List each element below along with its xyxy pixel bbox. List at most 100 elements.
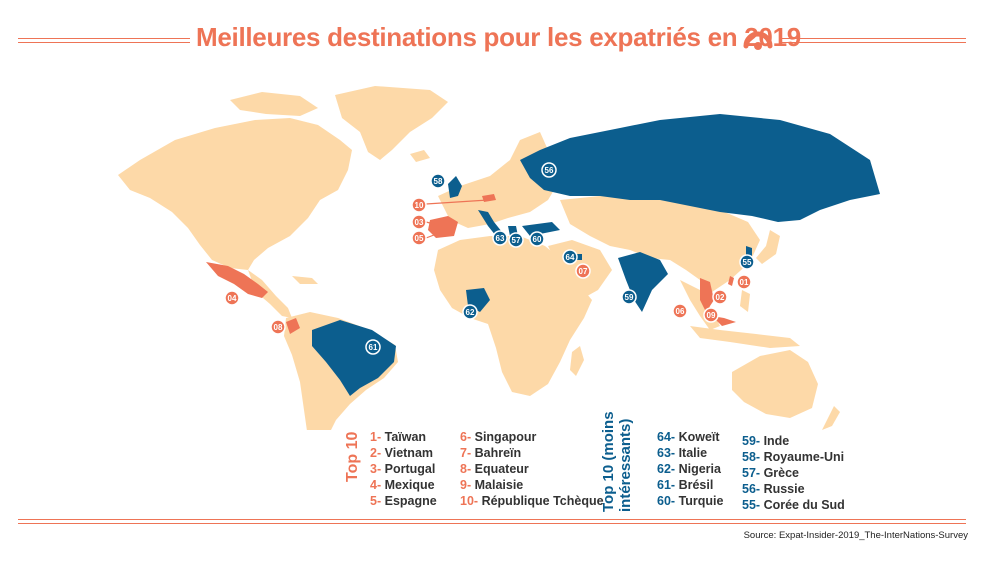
- country-mexico: [206, 262, 268, 298]
- svg-text:08: 08: [274, 323, 283, 332]
- marker-55: 55: [739, 254, 755, 270]
- title-row: Meilleures destinations pour les expatri…: [0, 18, 990, 62]
- country-brazil: [312, 320, 396, 396]
- country-italy: [478, 210, 502, 236]
- country-turkey: [522, 222, 560, 236]
- world-map: 01 02 03 04 05 06 07 08 09 10 55 56 57 5…: [118, 86, 880, 430]
- land-iceland: [410, 150, 430, 162]
- land-madagascar: [570, 346, 584, 376]
- marker-04: 04: [224, 290, 240, 306]
- land-asia: [560, 190, 760, 292]
- country-malaysia: [712, 316, 736, 326]
- svg-text:02: 02: [716, 293, 725, 302]
- land-new-zealand: [822, 406, 840, 430]
- top10-label: Top 10: [344, 431, 361, 482]
- marker-06: 06: [672, 303, 688, 319]
- legend-row: 8- Equateur: [460, 462, 529, 476]
- land-central-america: [248, 270, 292, 318]
- legend-row: 2- Vietnam: [370, 446, 434, 460]
- legend-row: 60- Turquie: [657, 494, 724, 508]
- marker-61: 61: [365, 339, 381, 355]
- legend-row: 63- Italie: [657, 446, 708, 460]
- marker-64: 64: [562, 249, 578, 265]
- marker-02: 02: [712, 289, 728, 305]
- land-japan: [756, 230, 780, 264]
- svg-text:64: 64: [566, 253, 575, 262]
- svg-text:01: 01: [740, 278, 749, 287]
- top10-col1: 1- Taïwan 2- Vietnam 3- Portugal 4- Mexi…: [370, 429, 437, 509]
- land-australia: [732, 350, 818, 418]
- bottom10-col1: 64- Koweït 63- Italie 62- Nigeria 61- Br…: [657, 429, 723, 509]
- country-spain-portugal: [428, 216, 458, 238]
- connector-lines: [425, 199, 489, 239]
- country-taiwan: [728, 276, 734, 286]
- land-north-america: [118, 118, 352, 270]
- country-russia: [520, 114, 880, 222]
- marker-08: 08: [270, 319, 286, 335]
- country-uk: [448, 176, 462, 198]
- marker-59: 59: [621, 289, 637, 305]
- legend-row: 9- Malaisie: [460, 478, 524, 492]
- legend-row: 55- Corée du Sud: [742, 498, 845, 512]
- legend-row: 7- Bahreïn: [460, 446, 522, 460]
- bottom10-col2: 59- Inde 58- Royaume-Uni 57- Grèce 56- R…: [742, 433, 845, 513]
- svg-text:09: 09: [707, 311, 716, 320]
- country-vietnam: [700, 278, 714, 312]
- country-ecuador: [286, 318, 300, 334]
- legend-row: 58- Royaume-Uni: [742, 450, 845, 464]
- svg-text:60: 60: [533, 235, 542, 244]
- marker-58: 58: [430, 173, 446, 189]
- marker-05: 05: [411, 230, 427, 246]
- svg-text:58: 58: [434, 177, 443, 186]
- svg-text:59: 59: [625, 293, 634, 302]
- legend-row: 1- Taïwan: [370, 430, 427, 444]
- page-title: Meilleures destinations pour les expatri…: [196, 22, 801, 52]
- title-right-rule: [782, 38, 966, 43]
- legend-row: 6- Singapour: [460, 430, 537, 444]
- svg-text:07: 07: [579, 267, 588, 276]
- legend-row: 61- Brésil: [657, 478, 714, 492]
- svg-text:57: 57: [512, 236, 521, 245]
- svg-text:56: 56: [545, 166, 554, 175]
- land-caribbean: [292, 276, 318, 284]
- marker-01: 01: [736, 274, 752, 290]
- svg-text:55: 55: [743, 258, 752, 267]
- land-greenland: [335, 86, 448, 160]
- bottom10-countries: [312, 114, 880, 396]
- legend-row: 3- Portugal: [370, 462, 436, 476]
- brand-logo-icon: [743, 31, 773, 50]
- marker-63: 63: [492, 230, 508, 246]
- source-note: Source: Expat-Insider-2019_The-InterNati…: [743, 530, 968, 541]
- top10-countries: [206, 194, 736, 334]
- marker-56: 56: [541, 162, 557, 178]
- land-philippines: [740, 290, 750, 312]
- legend-row: 59- Inde: [742, 434, 790, 448]
- marker-03: 03: [411, 214, 427, 230]
- legend-row: 64- Koweït: [657, 430, 720, 444]
- bottom10-label: Top 10 (moins intéressants): [600, 411, 634, 512]
- marker-62: 62: [462, 304, 478, 320]
- legend-row: 10- République Tchèque: [460, 494, 604, 508]
- marker-07: 07: [575, 263, 591, 279]
- bottom-rule: [18, 519, 966, 524]
- legend-row: 5- Espagne: [370, 494, 437, 508]
- marker-09: 09: [703, 307, 719, 323]
- land-africa: [434, 236, 592, 396]
- svg-text:63: 63: [496, 234, 505, 243]
- marker-10: 10: [411, 197, 427, 213]
- legend-row: 57- Grèce: [742, 466, 800, 480]
- legend-row: 62- Nigeria: [657, 462, 721, 476]
- marker-60: 60: [529, 231, 545, 247]
- svg-text:06: 06: [676, 307, 685, 316]
- land-arctic-islands: [230, 92, 318, 116]
- svg-text:03: 03: [415, 218, 424, 227]
- title-left-rule: [18, 38, 190, 43]
- top10-col2: 6- Singapour 7- Bahreïn 8- Equateur 9- M…: [460, 429, 604, 509]
- svg-text:05: 05: [415, 234, 424, 243]
- legend-row: 4- Mexique: [370, 478, 435, 492]
- svg-text:10: 10: [415, 201, 424, 210]
- land-indonesia: [690, 326, 800, 348]
- legend-row: 56- Russie: [742, 482, 805, 496]
- country-india: [618, 252, 668, 312]
- svg-text:04: 04: [228, 294, 237, 303]
